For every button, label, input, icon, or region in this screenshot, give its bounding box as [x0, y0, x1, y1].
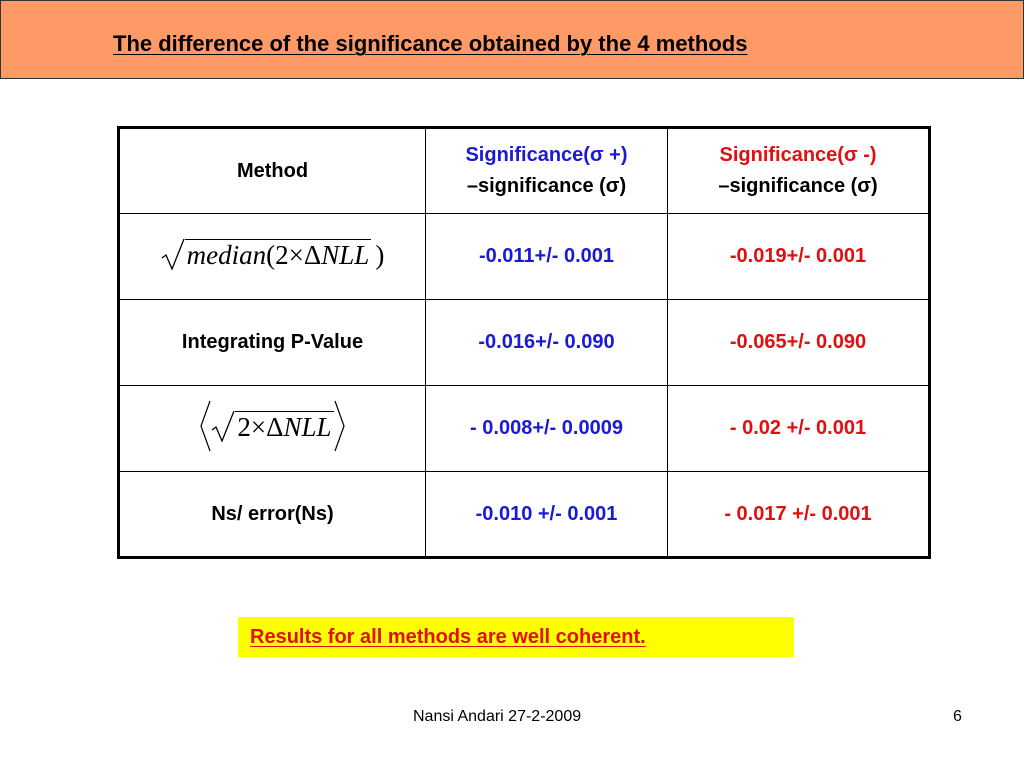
header-plus-line1: Significance(σ +)	[465, 144, 628, 166]
formula-delta: Δ	[266, 411, 284, 442]
slide-title: The difference of the significance obtai…	[113, 31, 748, 56]
results-table: Method Significance(σ +) –significance (…	[117, 126, 931, 559]
cell-minus-value: -0.019+/- 0.001	[667, 213, 930, 300]
cell-plus-value: - 0.008+/- 0.0009	[425, 385, 668, 472]
cell-plus-value: -0.011+/- 0.001	[425, 213, 668, 300]
cell-minus-value: - 0.02 +/- 0.001	[667, 385, 930, 472]
formula-delta: Δ	[303, 239, 322, 270]
formula-fn: median	[186, 239, 267, 270]
method-median-formula: median(2×ΔNLL )	[118, 213, 426, 300]
radical-sign-icon	[161, 238, 185, 270]
footer-author: Nansi Andari 27-2-2009	[413, 708, 582, 725]
cell-minus-value: -0.065+/- 0.090	[667, 299, 930, 386]
table-row: Integrating P-Value -0.016+/- 0.090 -0.0…	[118, 299, 930, 386]
page-number: 6	[953, 708, 962, 725]
method-ns-error: Ns/ error(Ns)	[118, 471, 426, 558]
formula-two: 2	[237, 411, 251, 442]
formula-close-paren: )	[375, 239, 385, 270]
cell-plus-value: -0.010 +/- 0.001	[425, 471, 668, 558]
right-angle-bracket-icon	[334, 400, 345, 451]
header-method: Method	[118, 127, 426, 214]
table-header-row: Method Significance(σ +) –significance (…	[118, 127, 930, 214]
table-row: median(2×ΔNLL ) -0.011+/- 0.001 -0.019+/…	[118, 213, 930, 300]
formula-nll: NLL	[321, 239, 370, 270]
method-integrating-p-value: Integrating P-Value	[118, 299, 426, 386]
method-mean-formula: 2×ΔNLL	[118, 385, 426, 472]
formula-two: 2	[275, 239, 289, 270]
cell-minus-value: - 0.017 +/- 0.001	[667, 471, 930, 558]
left-angle-bracket-icon	[200, 400, 211, 451]
header-significance-plus: Significance(σ +) –significance (σ)	[425, 127, 668, 214]
radical-sign-icon	[212, 410, 236, 442]
formula-times: ×	[250, 411, 267, 442]
conclusion-highlight-box: Results for all methods are well coheren…	[238, 617, 794, 657]
formula-median-sqrt: median(2×ΔNLL )	[161, 238, 385, 270]
formula-open-paren: (	[266, 239, 276, 270]
header-minus-line2: –significance (σ)	[718, 175, 878, 197]
cell-plus-value: -0.016+/- 0.090	[425, 299, 668, 386]
formula-nll: NLL	[283, 411, 332, 442]
table-row: 2×ΔNLL - 0.008+/- 0.0009 - 0.02 +/- 0.00…	[118, 385, 930, 472]
header-significance-minus: Significance(σ -) –significance (σ)	[667, 127, 930, 214]
table-row: Ns/ error(Ns) -0.010 +/- 0.001 - 0.017 +…	[118, 471, 930, 558]
header-minus-line1: Significance(σ -)	[719, 144, 877, 166]
formula-mean-sqrt: 2×ΔNLL	[199, 400, 345, 452]
title-bar: The difference of the significance obtai…	[0, 0, 1024, 79]
formula-times: ×	[288, 239, 304, 270]
header-plus-line2: –significance (σ)	[466, 175, 627, 197]
conclusion-text: Results for all methods are well coheren…	[250, 626, 646, 648]
